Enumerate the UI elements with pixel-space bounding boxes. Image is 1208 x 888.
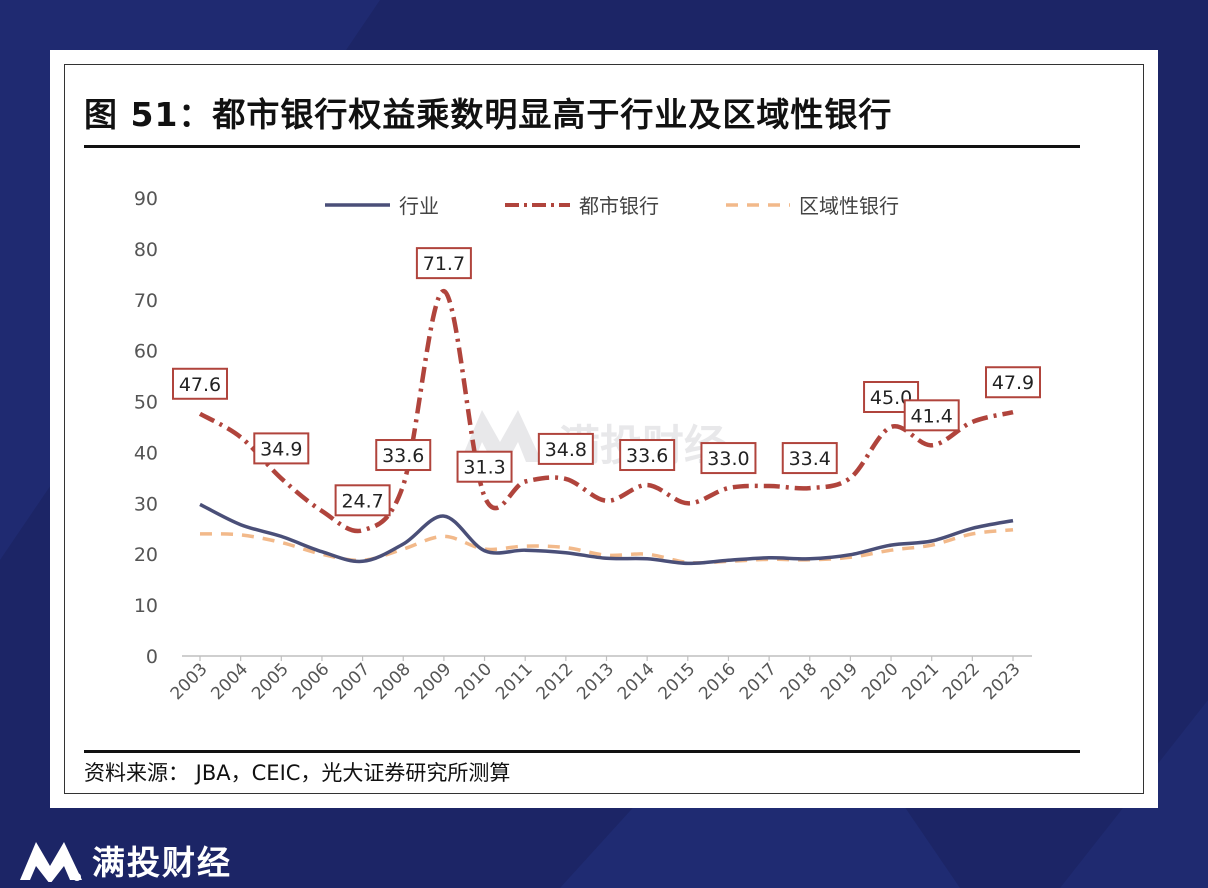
x-tick-label: 2017 [736, 659, 781, 704]
data-label-text: 31.3 [463, 457, 505, 479]
data-label-text: 47.6 [179, 374, 221, 396]
data-label-text: 33.6 [382, 445, 424, 467]
figure-title: 图 51：都市银行权益乘数明显高于行业及区域性银行 [84, 95, 893, 134]
data-label-box [985, 366, 1041, 399]
data-label-box [334, 484, 391, 517]
y-tick-label: 80 [134, 239, 158, 261]
data-label-2023: 47.9 [985, 366, 1041, 399]
x-tick-label: 2004 [207, 659, 252, 704]
data-label-box [253, 432, 310, 465]
x-tick-label: 2013 [573, 659, 618, 704]
data-label-2005: 34.9 [253, 432, 310, 465]
y-tick-label: 30 [134, 493, 158, 515]
data-label-2018: 33.4 [781, 442, 838, 475]
data-label-2012: 34.8 [537, 432, 594, 465]
figure-card: 图 51：都市银行权益乘数明显高于行业及区域性银行 满投财经 010203040… [50, 50, 1158, 808]
data-label-box [456, 450, 513, 483]
data-label-2008: 33.6 [375, 439, 432, 472]
legend-label-regional-banks: 区域性银行 [799, 194, 899, 218]
data-label-2014: 33.6 [619, 439, 676, 472]
data-label-text: 47.9 [992, 372, 1034, 394]
legend-label-city-banks: 都市银行 [579, 194, 659, 218]
data-labels: 47.6 34.9 24.7 33.6 71.7 31.3 34.8 33.6 33.0 33.4… [172, 247, 1041, 517]
series-line-industry [199, 502, 1014, 566]
data-label-text: 34.9 [260, 438, 302, 460]
x-tick-label: 2019 [817, 659, 862, 704]
x-tick-label: 2003 [167, 659, 212, 704]
watermark-logo-icon [460, 410, 542, 476]
data-label-2009: 71.7 [415, 247, 472, 280]
brand-logo-icon [20, 842, 82, 882]
data-label-box [415, 247, 472, 280]
x-tick-label: 2008 [370, 659, 415, 704]
y-tick-label: 40 [134, 442, 158, 464]
data-label-text: 41.4 [911, 405, 953, 427]
y-tick-label: 20 [134, 544, 158, 566]
x-tick-label: 2023 [980, 659, 1025, 704]
x-tick-label: 2022 [939, 659, 984, 704]
figure-frame [64, 64, 1144, 794]
data-label-box [537, 432, 594, 465]
brand-name: 满投财经 [92, 843, 232, 882]
data-label-text: 33.0 [707, 448, 749, 470]
x-tick-label: 2018 [777, 659, 822, 704]
x-tick-label: 2021 [899, 659, 944, 704]
y-axis: 0 10 20 30 40 50 60 70 80 90 [134, 188, 158, 668]
x-tick-label: 2016 [695, 659, 740, 704]
source-note: 资料来源： JBA，CEIC，光大证券研究所测算 [84, 761, 511, 785]
y-tick-label: 70 [134, 290, 158, 312]
data-label-text: 34.8 [545, 439, 587, 461]
data-label-text: 33.4 [789, 448, 831, 470]
y-tick-label: 90 [134, 188, 158, 210]
legend-label-industry: 行业 [399, 194, 439, 218]
x-tick-label: 2005 [248, 659, 293, 704]
data-label-2007: 24.7 [334, 484, 391, 517]
data-label-2010: 31.3 [456, 450, 513, 483]
y-tick-label: 50 [134, 392, 158, 414]
data-label-2003: 47.6 [172, 367, 228, 400]
data-label-text: 45.0 [870, 387, 912, 409]
brand-footer: 满投财经 [20, 832, 232, 888]
x-tick-label: 2007 [329, 659, 374, 704]
y-tick-label: 0 [146, 646, 158, 668]
legend: 行业 都市银行 区域性银行 [325, 194, 899, 218]
y-tick-label: 10 [134, 595, 158, 617]
data-label-box [700, 442, 757, 475]
data-label-box [375, 439, 432, 472]
x-tick-label: 2006 [289, 659, 334, 704]
data-label-text: 71.7 [423, 253, 465, 275]
data-label-text: 33.6 [626, 445, 668, 467]
data-label-2016: 33.0 [700, 442, 757, 475]
source-rule [84, 750, 1080, 753]
x-tick-label: 2014 [614, 659, 659, 704]
y-tick-label: 60 [134, 341, 158, 363]
data-label-text: 24.7 [341, 490, 383, 512]
x-axis: 2003200420052006200720082009201020112012… [167, 656, 1025, 704]
data-label-2021: 41.4 [903, 399, 960, 432]
x-tick-label: 2020 [858, 659, 903, 704]
data-label-box [619, 439, 676, 472]
data-label-box [903, 399, 960, 432]
x-tick-label: 2015 [655, 659, 700, 704]
x-tick-label: 2010 [451, 659, 496, 704]
x-tick-label: 2009 [411, 659, 456, 704]
data-label-box [172, 367, 228, 400]
title-rule [84, 145, 1080, 148]
x-tick-label: 2011 [492, 659, 537, 704]
x-tick-label: 2012 [533, 659, 578, 704]
data-label-box [781, 442, 838, 475]
series-line-city-banks [198, 288, 1014, 534]
